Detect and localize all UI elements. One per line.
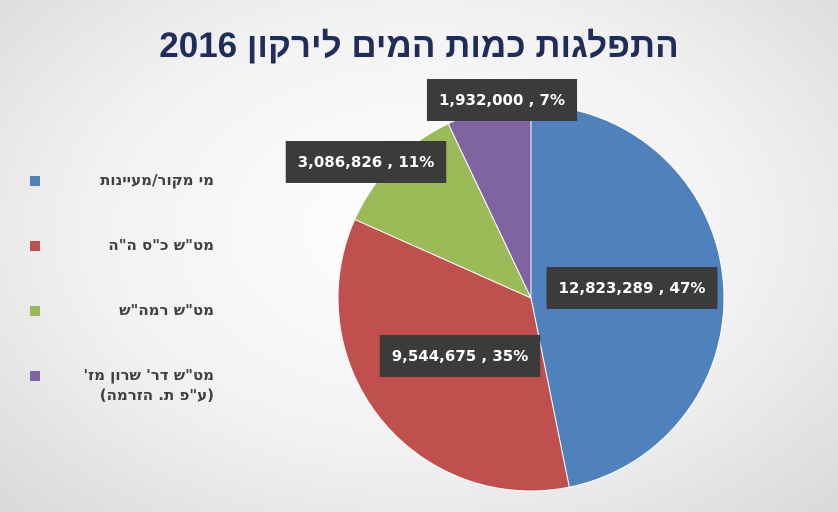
data-label-text: 12,823,289 , 47% xyxy=(559,279,706,297)
legend-label: מי מקור/מעיינות xyxy=(100,171,214,189)
data-label-box xyxy=(546,267,718,309)
data-label-text: 1,932,000 , 7% xyxy=(439,91,565,109)
legend-swatch xyxy=(30,371,40,381)
legend-item: מי מקור/מעיינות xyxy=(30,170,240,235)
legend-item: מט"ש רמה"ש xyxy=(30,300,240,365)
data-label-box xyxy=(379,335,541,377)
data-label-text: 3,086,826 , 11% xyxy=(298,153,435,171)
legend-swatch xyxy=(30,176,40,186)
legend-label: מט"ש דר' שרון מז' (ע"פ ת. הזרמה) xyxy=(83,366,215,404)
legend-swatch xyxy=(30,306,40,316)
legend-label: מט"ש רמה"ש xyxy=(119,301,214,319)
data-label: 9,544,675 , 35% xyxy=(379,335,541,377)
legend-label: מט"ש כ"ס ה"ה xyxy=(108,236,214,254)
data-label: 1,932,000 , 7% xyxy=(426,79,578,121)
chart-title: התפלגות כמות המים לירקון 2016 xyxy=(159,26,679,65)
legend-swatch xyxy=(30,241,40,251)
legend-item: מט"ש כ"ס ה"ה xyxy=(30,235,240,300)
data-label-box xyxy=(426,79,578,121)
data-label: 3,086,826 , 11% xyxy=(285,141,447,183)
data-label: 12,823,289 , 47% xyxy=(546,267,718,309)
legend-item: מט"ש דר' שרון מז' (ע"פ ת. הזרמה) xyxy=(30,365,240,430)
legend: מי מקור/מעיינות מט"ש כ"ס ה"ה מט"ש רמה"ש מט"… xyxy=(30,170,240,430)
data-label-box xyxy=(285,141,447,183)
data-label-text: 9,544,675 , 35% xyxy=(392,347,529,365)
